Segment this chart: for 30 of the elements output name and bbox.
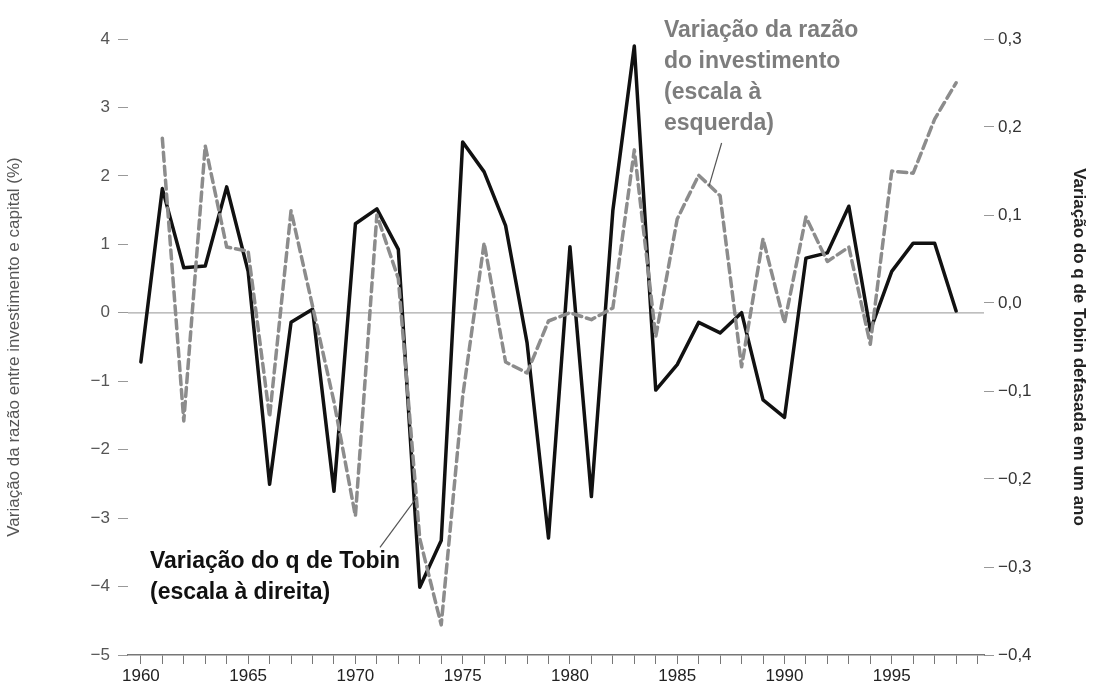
y-tick-label: −3: [90, 507, 110, 527]
y-tick-label: −4: [90, 576, 110, 596]
y-tick-label: −1: [90, 370, 110, 390]
y-tick-label: −2: [90, 439, 110, 459]
y-tick-label: 3: [100, 97, 110, 117]
x-tick-label: 1985: [658, 665, 697, 685]
y2-tick-label: 0,2: [998, 116, 1022, 136]
y-tick-label: −5: [90, 644, 110, 664]
y2-axis-title: Variação do q de Tobin defasada em um ano: [1070, 168, 1090, 526]
x-tick-label: 1990: [765, 665, 804, 685]
y2-tick-label: −0,1: [998, 380, 1032, 400]
x-tick-label: 1980: [551, 665, 589, 685]
x-tick-label: 1995: [872, 665, 911, 685]
x-tick-label: 1965: [229, 665, 268, 685]
x-tick-label: 1975: [443, 665, 482, 685]
x-tick-label: 1970: [336, 665, 375, 685]
annotation: Variação da razão do investimento (escala à esquerda): [664, 15, 860, 137]
x-tick-label: 1960: [121, 665, 160, 685]
y-axis-title: Variação da razão entre investimento e capital (%): [3, 157, 23, 537]
y2-tick-label: −0,3: [998, 556, 1032, 576]
y2-tick-label: 0,0: [998, 292, 1022, 312]
y-tick-label: 2: [100, 165, 110, 185]
y2-tick-label: 0,3: [998, 28, 1022, 48]
y2-tick-label: −0,4: [998, 644, 1032, 664]
annotation: Variação do q de Tobin (escala à direita): [150, 546, 402, 606]
y-tick-label: 1: [100, 234, 110, 254]
y-tick-label: 4: [100, 28, 110, 48]
y-tick-label: 0: [100, 302, 110, 322]
y2-tick-label: 0,1: [998, 204, 1022, 224]
y2-tick-label: −0,2: [998, 468, 1032, 488]
